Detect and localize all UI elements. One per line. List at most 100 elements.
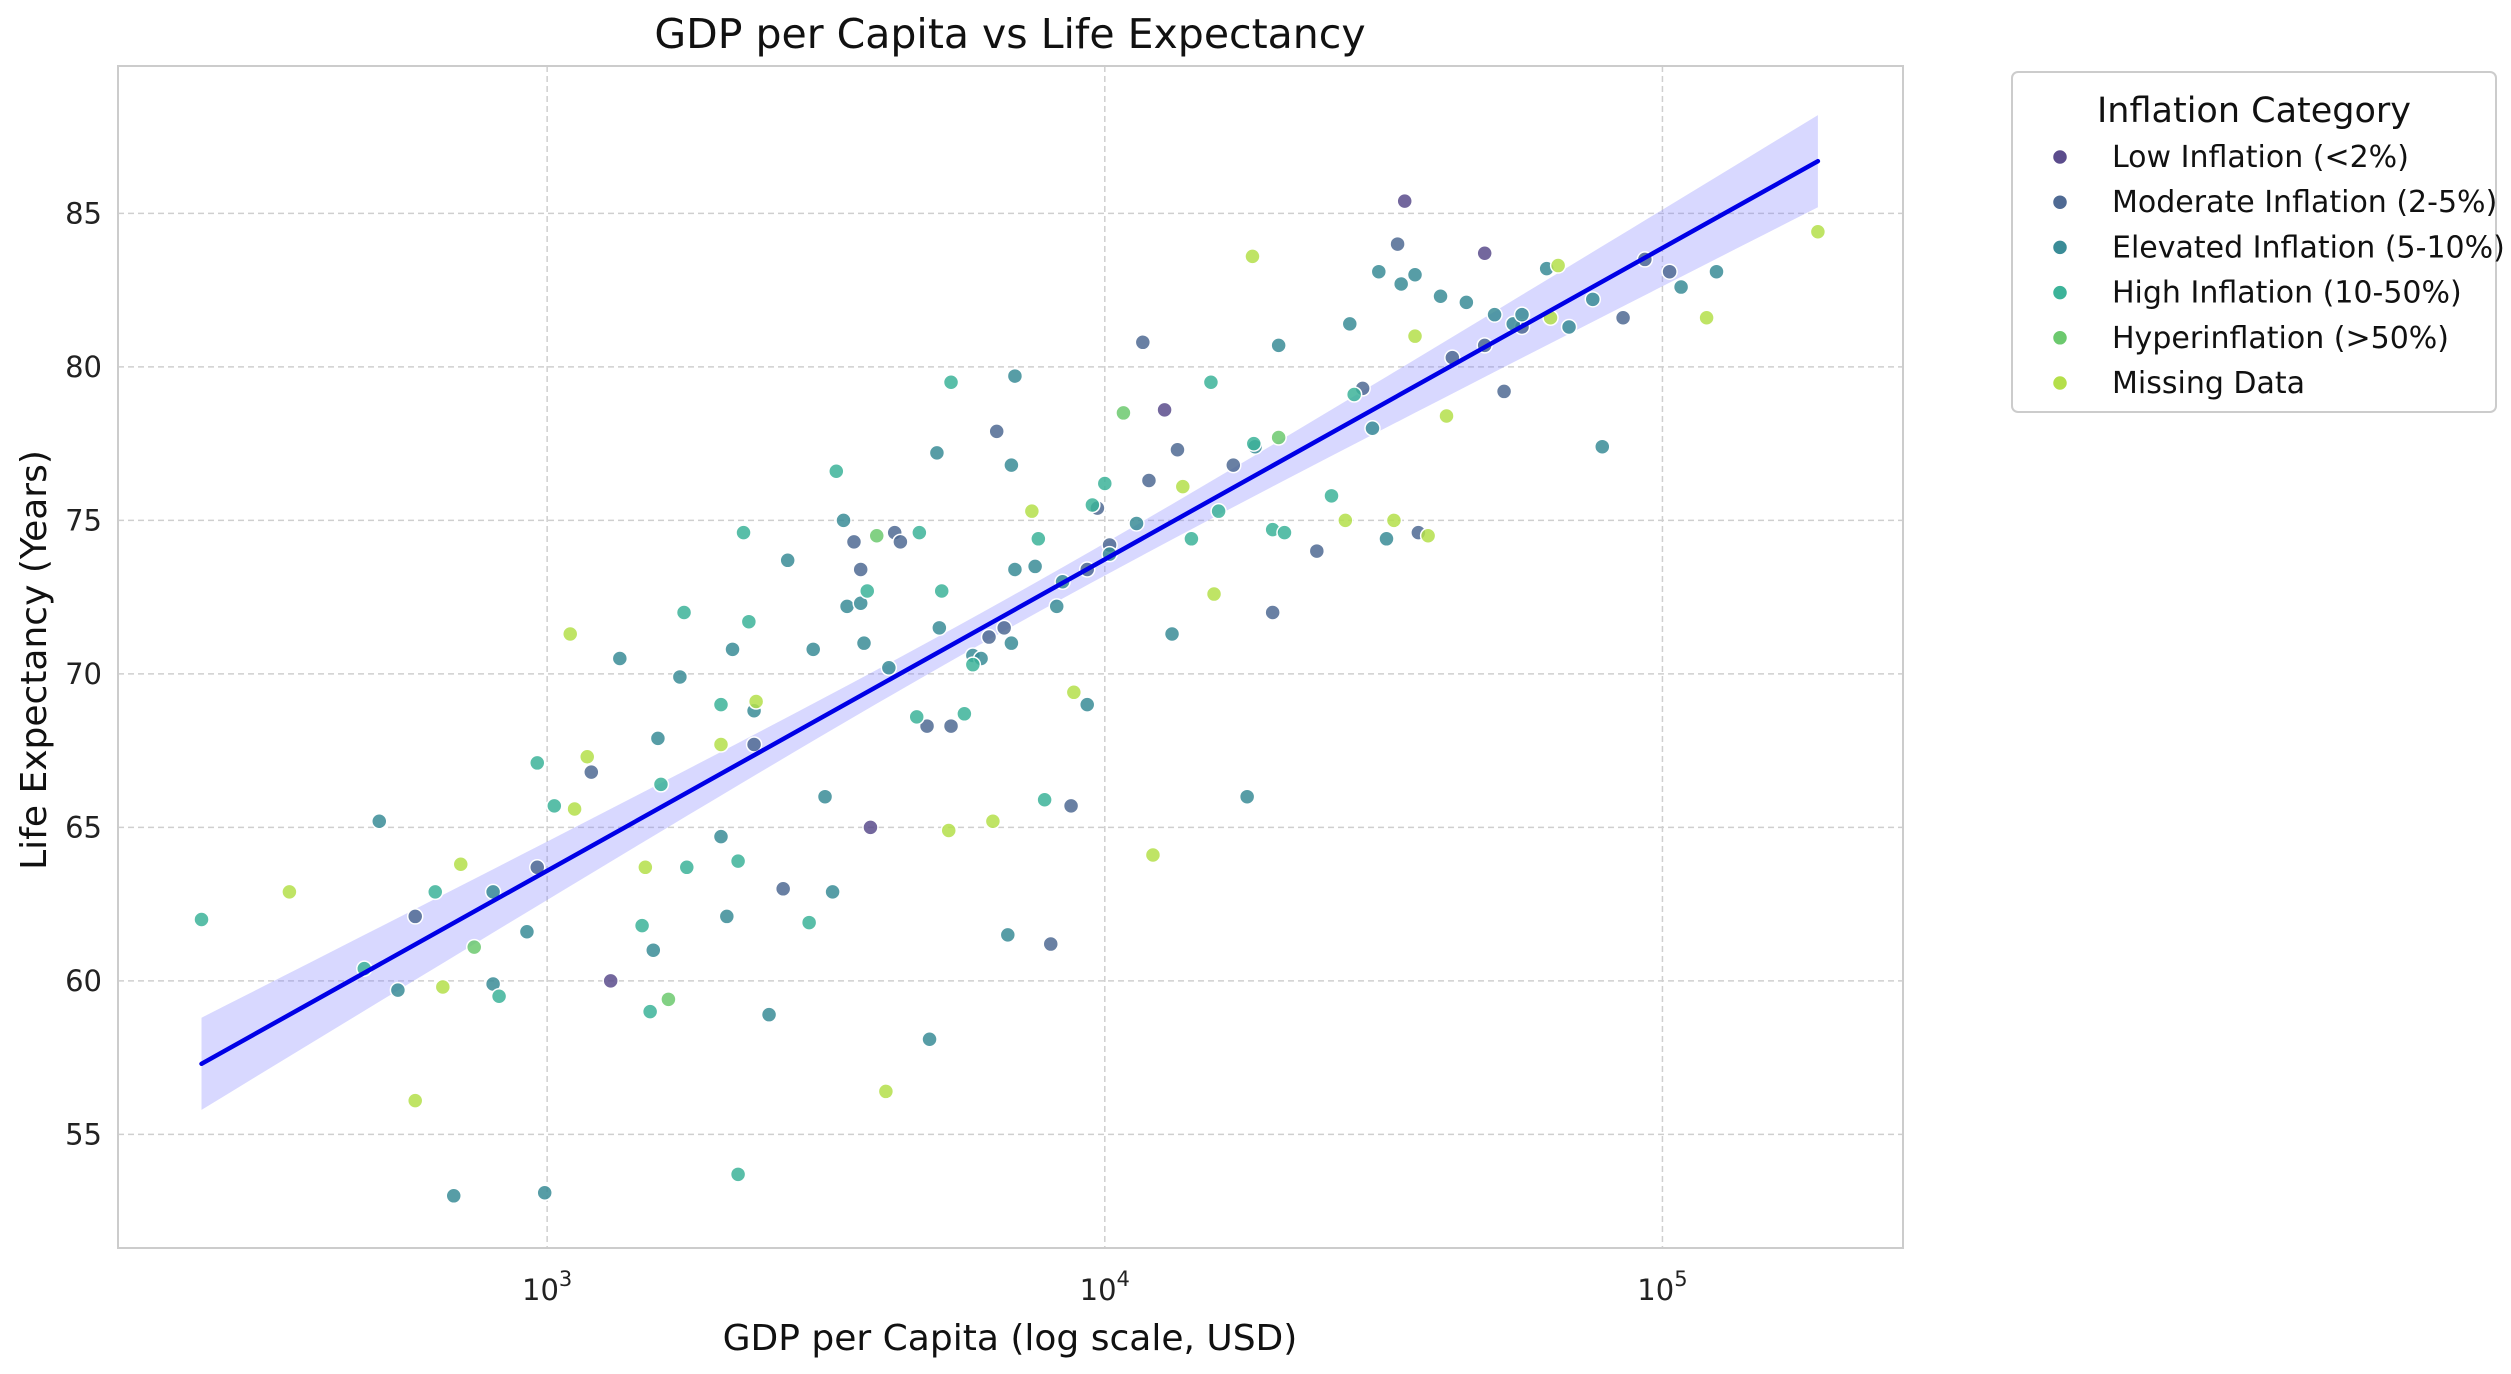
scatter-point <box>1385 512 1403 529</box>
y-axis-title: Life Expectancy (Years) <box>14 450 55 870</box>
x-tick-exponent: 4 <box>1117 1267 1130 1291</box>
scatter-point <box>956 705 973 723</box>
legend-entry-label: Hyperinflation (>50%) <box>2112 321 2449 356</box>
y-tick-label: 55 <box>65 1117 102 1151</box>
scatter-point <box>1513 306 1531 323</box>
scatter-point <box>1134 334 1152 351</box>
scatter-point <box>1419 527 1437 544</box>
scatter-point <box>984 813 1002 830</box>
scatter-point <box>671 668 689 686</box>
scatter-point <box>1244 248 1261 265</box>
scatter-point <box>602 972 619 990</box>
x-tick-base: 10 <box>1080 1273 1117 1307</box>
scatter-point <box>1270 337 1287 354</box>
legend-marker <box>2051 148 2069 166</box>
x-tick-exponent: 3 <box>559 1267 572 1291</box>
scatter-point <box>918 717 936 735</box>
scatter-point <box>1205 585 1223 603</box>
regression-line <box>199 158 1821 1067</box>
x-tick-base: 10 <box>522 1273 559 1307</box>
x-tick-label: 104 <box>1080 1267 1130 1307</box>
scatter-point <box>1458 294 1475 311</box>
scatter-point <box>561 625 579 643</box>
scatter-point <box>862 819 879 836</box>
scatter-point <box>649 730 667 747</box>
scatter-point <box>1486 306 1503 323</box>
scatter-point <box>490 987 508 1005</box>
legend-frame <box>2011 71 2497 413</box>
scatter-point <box>371 813 388 830</box>
scatter-point <box>1003 634 1020 652</box>
scatter-point <box>824 883 841 901</box>
scatter-point <box>724 641 741 658</box>
scatter-point <box>988 423 1005 440</box>
scatter-point <box>1128 515 1145 532</box>
legend-entry-label: Elevated Inflation (5-10%) <box>2112 230 2505 265</box>
scatter-point <box>1048 598 1065 615</box>
scatter-point <box>1210 502 1227 520</box>
grid <box>118 66 1903 1248</box>
scatter-point <box>1023 502 1041 520</box>
scatter-point <box>406 908 424 925</box>
scatter-point <box>426 883 444 901</box>
scatter-point <box>1036 791 1053 809</box>
scatter-point <box>1438 407 1455 425</box>
scatter-point <box>729 1166 747 1183</box>
scatter-point <box>1809 223 1827 241</box>
scatter-point <box>1225 456 1242 474</box>
scatter-point <box>816 788 834 805</box>
scatter-point <box>1276 524 1293 541</box>
x-axis-title: GDP per Capita (log scale, USD) <box>723 1318 1298 1359</box>
scatter-point <box>747 693 765 710</box>
scatter-point <box>1672 278 1690 296</box>
scatter-point <box>566 800 583 818</box>
y-tick-label: 70 <box>65 657 102 691</box>
scatter-point <box>445 1187 462 1205</box>
y-axis-ticks: 55 60 65 70 75 80 85 <box>65 196 102 1151</box>
y-tick-label: 85 <box>65 196 102 230</box>
scatter-point <box>546 797 563 815</box>
legend-entry-label: Low Inflation (<2%) <box>2112 140 2409 175</box>
x-tick-exponent: 5 <box>1674 1267 1687 1291</box>
scatter-point <box>868 527 886 544</box>
scatter-point <box>1389 235 1406 253</box>
scatter-point <box>583 763 600 781</box>
x-axis-ticks: 103 104 105 <box>522 1267 1688 1307</box>
scatter-point <box>281 883 298 901</box>
scatter-point <box>1549 257 1567 274</box>
scatter-point <box>855 634 873 652</box>
scatter-point <box>578 748 596 766</box>
scatter-point <box>1308 542 1326 560</box>
scatter-point <box>718 908 736 925</box>
scatter-point <box>1030 530 1047 548</box>
scatter-point <box>1140 472 1158 489</box>
x-tick-label: 105 <box>1637 1267 1687 1307</box>
y-tick-label: 80 <box>65 350 102 384</box>
scatter-point <box>1364 420 1381 437</box>
scatter-point <box>712 696 730 713</box>
scatter-point <box>804 641 822 658</box>
scatter-points <box>193 192 1827 1205</box>
scatter-point <box>712 828 730 845</box>
scatter-point <box>921 1030 938 1048</box>
scatter-point <box>1661 263 1678 280</box>
scatter-point <box>999 926 1017 944</box>
scatter-point <box>1584 291 1602 308</box>
scatter-point <box>779 552 796 569</box>
scatter-point <box>735 524 752 541</box>
scatter-point <box>678 859 696 876</box>
legend-entries: Low Inflation (<2%) Moderate Inflation (2… <box>2051 140 2505 401</box>
scatter-point <box>645 941 662 959</box>
scatter-point <box>1495 383 1513 400</box>
scatter-point <box>745 736 763 753</box>
scatter-point <box>1594 438 1611 455</box>
scatter-point <box>1065 684 1083 701</box>
scatter-point <box>892 533 909 551</box>
scatter-point <box>1323 487 1340 505</box>
scatter-point <box>942 717 960 735</box>
scatter-point <box>637 859 654 876</box>
x-tick-label: 103 <box>522 1267 572 1307</box>
scatter-point <box>1345 386 1363 403</box>
scatter-point <box>1476 245 1493 262</box>
scatter-point <box>835 512 852 529</box>
